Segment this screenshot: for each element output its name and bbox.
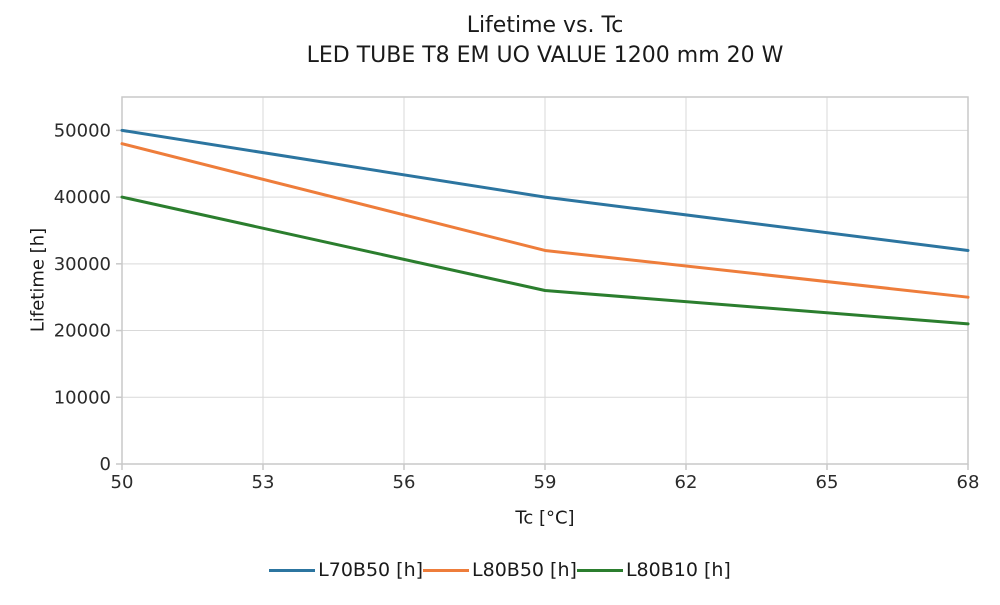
- x-tick-label: 59: [534, 472, 557, 493]
- legend-item-l80b10-h: L80B10 [h]: [576, 559, 731, 581]
- legend-label: L70B50 [h]: [318, 559, 424, 581]
- legend-item-l70b50-h: L70B50 [h]: [269, 559, 423, 581]
- chart-title-block: Lifetime vs. Tc LED TUBE T8 EM UO VALUE …: [122, 11, 968, 71]
- chart-subtitle: LED TUBE T8 EM UO VALUE 1200 mm 20 W: [306, 43, 784, 68]
- x-tick-label: 68: [957, 472, 980, 493]
- x-tick-label: 62: [675, 472, 698, 493]
- chart-title: Lifetime vs. Tc: [466, 13, 624, 38]
- series-line-l80b10-h: [120, 195, 970, 326]
- y-tick-label: 30000: [54, 254, 111, 275]
- x-tick-label: 56: [393, 472, 416, 493]
- series-line-l70b50-h: [120, 128, 970, 252]
- legend-line-swatch: [423, 568, 470, 572]
- x-tick-label: 65: [816, 472, 839, 493]
- legend-line-swatch: [269, 568, 316, 572]
- legend-item-l80b50-h: L80B50 [h]: [423, 559, 577, 581]
- y-tick-label: 50000: [54, 120, 111, 141]
- legend-label: L80B10 [h]: [625, 559, 731, 581]
- y-tick-label: 20000: [54, 321, 111, 342]
- legend-line-swatch: [576, 568, 623, 572]
- y-tick-label: 10000: [54, 387, 111, 408]
- chart-legend: L70B50 [h] L80B50 [h] L80B10 [h]: [0, 559, 1000, 581]
- x-tick-label: 53: [252, 472, 275, 493]
- y-tick-label: 0: [100, 454, 111, 475]
- legend-label: L80B50 [h]: [472, 559, 577, 581]
- y-axis-label: Lifetime [h]: [27, 227, 49, 333]
- y-tick-label: 40000: [54, 187, 111, 208]
- x-axis-label: Tc [°C]: [515, 507, 575, 529]
- x-tick-label: 50: [111, 472, 134, 493]
- series-line-l80b50-h: [120, 142, 970, 299]
